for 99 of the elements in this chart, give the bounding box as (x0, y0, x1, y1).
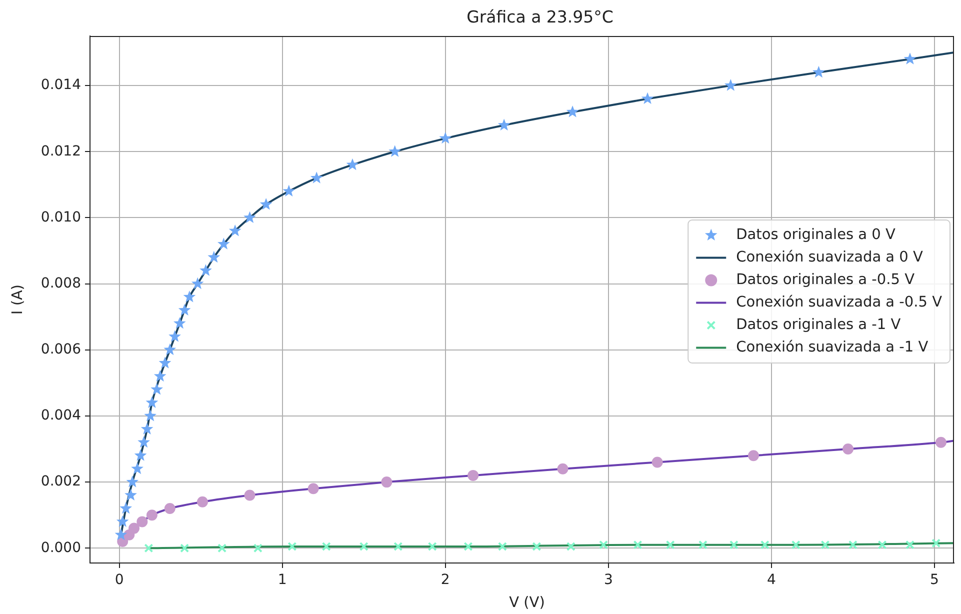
legend-label: Datos originales a -0.5 V (736, 272, 915, 288)
point (124, 488, 137, 501)
y-tick-label: 0.004 (40, 408, 82, 424)
point (566, 105, 579, 118)
point (468, 470, 479, 481)
point (729, 540, 738, 550)
point (820, 540, 830, 550)
point (168, 330, 181, 342)
point (935, 436, 946, 448)
chart-title: Gráfica a 23.95°C (466, 7, 614, 26)
point (464, 542, 473, 552)
x-tick-label: 0 (114, 572, 124, 588)
point (557, 463, 568, 474)
point (146, 396, 158, 408)
point (842, 444, 854, 455)
point (394, 542, 403, 552)
point (388, 145, 402, 157)
point (244, 490, 256, 501)
x-tick-label: 4 (766, 572, 776, 588)
point (791, 540, 800, 550)
point (131, 462, 144, 474)
point (760, 540, 770, 550)
point (310, 172, 323, 184)
legend-label: Datos originales a -1 V (736, 317, 901, 334)
point (183, 290, 196, 302)
point (598, 540, 608, 550)
point (164, 343, 176, 356)
point (173, 316, 186, 329)
point (134, 449, 147, 461)
x-tick-label: 2 (440, 572, 450, 588)
point (282, 184, 296, 197)
point (244, 211, 256, 223)
point (308, 483, 319, 494)
point (566, 542, 576, 552)
point (138, 436, 150, 448)
point (180, 544, 190, 553)
y-tick-label: 0.010 (40, 209, 81, 226)
point (748, 450, 759, 462)
legend-label: Datos originales a 0 V (736, 227, 896, 244)
point (146, 510, 158, 521)
y-tick-label: 0.006 (40, 342, 82, 358)
point (144, 409, 156, 422)
point (932, 538, 941, 548)
point (191, 277, 204, 290)
point (381, 476, 392, 488)
point (120, 502, 132, 514)
point (346, 158, 359, 170)
point (196, 496, 208, 508)
legend-label: Conexión suavizada a 0 V (736, 250, 924, 266)
point (288, 542, 297, 552)
point (140, 422, 154, 434)
point (217, 238, 230, 250)
point (532, 542, 542, 552)
point (848, 540, 858, 550)
point (812, 66, 825, 78)
point (498, 118, 510, 130)
point (208, 250, 220, 263)
y-tick-label: 0.000 (40, 540, 81, 556)
point (114, 528, 128, 540)
point (126, 476, 139, 488)
point (218, 544, 227, 553)
y-tick-label: 0.008 (40, 275, 81, 292)
point (904, 52, 916, 64)
point (359, 542, 368, 552)
legend-label: Conexión suavizada a -1 V (736, 340, 928, 356)
point (178, 304, 191, 316)
y-axis-title: I (A) (10, 284, 26, 315)
point (666, 540, 675, 550)
point (136, 516, 148, 528)
y-tick-label: 0.014 (40, 77, 82, 94)
point (498, 542, 507, 552)
y-tick-label: 0.012 (40, 143, 81, 160)
point (905, 540, 915, 550)
point (260, 198, 272, 210)
point (428, 542, 437, 552)
point (724, 79, 737, 91)
point (116, 515, 129, 527)
point (200, 264, 212, 276)
x-tick-label: 5 (930, 572, 939, 588)
x-axis-title: V (V) (509, 594, 545, 611)
point (228, 224, 242, 236)
point (641, 92, 654, 104)
point (150, 383, 164, 395)
point (878, 540, 887, 550)
legend-label: Conexión suavizada a -0.5 V (736, 294, 942, 311)
x-tick-label: 1 (278, 572, 287, 588)
point (164, 502, 176, 514)
x-tick-label: 3 (604, 572, 613, 588)
point (652, 456, 663, 468)
point (128, 522, 140, 534)
point (154, 370, 166, 382)
point (253, 544, 262, 553)
point (144, 544, 154, 553)
point (158, 356, 172, 368)
point (633, 540, 642, 550)
point (439, 132, 452, 144)
point (322, 542, 331, 552)
point (698, 540, 708, 550)
y-tick-label: 0.002 (40, 474, 81, 490)
